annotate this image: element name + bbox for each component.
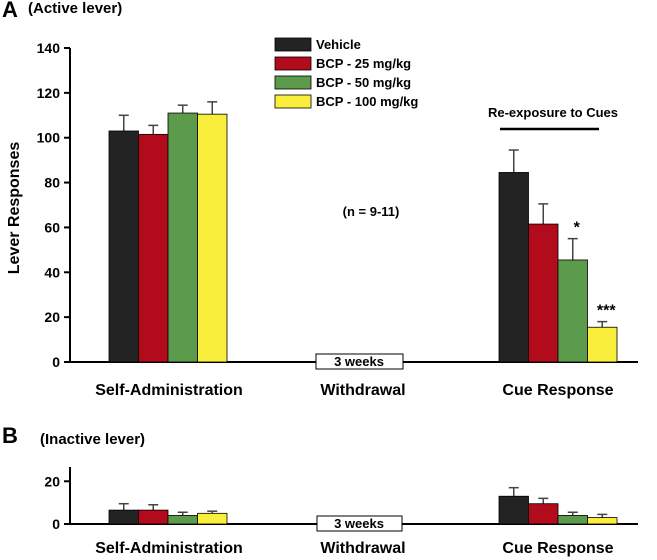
category-label-cue-response: Cue Response bbox=[502, 540, 613, 557]
y-tick-label: 140 bbox=[37, 40, 61, 56]
bar-bcp-100-mg-kg-self-administration bbox=[197, 113, 228, 363]
panel-a-withdrawal-label: 3 weeks bbox=[334, 354, 384, 369]
bar-bcp-25-mg-kg-cue-response bbox=[528, 223, 559, 363]
legend-label-vehicle: Vehicle bbox=[316, 37, 361, 52]
category-label-self-administration: Self-Administration bbox=[95, 540, 243, 557]
panel-b-withdrawal-box bbox=[316, 515, 403, 532]
y-tick-label: 0 bbox=[52, 516, 60, 532]
bar-bcp-50-mg-kg-self-administration bbox=[167, 515, 198, 525]
legend-swatch-vehicle bbox=[274, 37, 312, 52]
legend-swatch-bcp-50-mg-kg bbox=[274, 75, 312, 90]
significance-marker: *** bbox=[597, 303, 616, 320]
y-tick-label: 80 bbox=[44, 175, 60, 191]
bar-vehicle-cue-response bbox=[498, 172, 529, 363]
panel-a-title: (Active lever) bbox=[28, 0, 122, 17]
panel-b-title: (Inactive lever) bbox=[40, 431, 145, 448]
y-tick-label: 100 bbox=[37, 130, 61, 146]
legend-label-bcp-25-mg-kg: BCP - 25 mg/kg bbox=[316, 56, 411, 71]
bar-vehicle-cue-response bbox=[498, 495, 529, 525]
y-tick-label: 20 bbox=[44, 309, 60, 325]
bar-bcp-100-mg-kg-cue-response bbox=[587, 326, 618, 363]
y-tick-label: 40 bbox=[44, 264, 60, 280]
legend: Vehicle BCP - 25 mg/kg BCP - 50 mg/kg BCP -… bbox=[274, 37, 418, 109]
panel-b-category-labels: Self-Administration Withdrawal Cue Respons… bbox=[95, 540, 613, 557]
y-tick-label: 120 bbox=[37, 85, 61, 101]
category-label-cue-response: Cue Response bbox=[502, 382, 613, 399]
y-tick-label: 0 bbox=[52, 354, 60, 370]
reexposure-label: Re-exposure to Cues bbox=[488, 105, 618, 120]
legend-label-bcp-100-mg-kg: BCP - 100 mg/kg bbox=[316, 94, 418, 109]
panel-a-bars: **** bbox=[108, 101, 618, 363]
legend-swatch-bcp-100-mg-kg bbox=[274, 94, 312, 109]
legend-swatch-bcp-25-mg-kg bbox=[274, 56, 312, 71]
panel-a-letter: A bbox=[2, 0, 18, 22]
panel-b-letter: B bbox=[2, 423, 18, 448]
bar-bcp-50-mg-kg-cue-response bbox=[557, 515, 588, 525]
panel-a-y-label: Lever Responses bbox=[6, 142, 23, 275]
category-label-withdrawal: Withdrawal bbox=[320, 540, 405, 557]
panel-a-category-labels: Self-Administration Withdrawal Cue Respons… bbox=[95, 382, 613, 399]
bar-bcp-50-mg-kg-cue-response bbox=[557, 259, 588, 363]
bar-vehicle-self-administration bbox=[108, 130, 139, 363]
significance-marker: * bbox=[574, 220, 581, 237]
category-label-withdrawal: Withdrawal bbox=[320, 382, 405, 399]
panel-a-withdrawal-box bbox=[315, 353, 404, 370]
y-tick-label: 20 bbox=[44, 473, 60, 489]
panel-b-withdrawal-label: 3 weeks bbox=[334, 516, 384, 531]
bar-bcp-50-mg-kg-self-administration bbox=[167, 112, 198, 363]
y-tick-label: 60 bbox=[44, 219, 60, 235]
bar-bcp-100-mg-kg-self-administration bbox=[197, 512, 228, 525]
bar-bcp-25-mg-kg-cue-response bbox=[528, 503, 559, 525]
bar-bcp-100-mg-kg-cue-response bbox=[587, 517, 618, 525]
bar-bcp-25-mg-kg-self-administration bbox=[138, 509, 169, 525]
legend-label-bcp-50-mg-kg: BCP - 50 mg/kg bbox=[316, 75, 411, 90]
panel-b-bars bbox=[108, 486, 618, 525]
bar-vehicle-self-administration bbox=[108, 509, 139, 525]
bar-bcp-25-mg-kg-self-administration bbox=[138, 133, 169, 363]
n-note: (n = 9-11) bbox=[343, 204, 400, 219]
category-label-self-administration: Self-Administration bbox=[95, 382, 243, 399]
